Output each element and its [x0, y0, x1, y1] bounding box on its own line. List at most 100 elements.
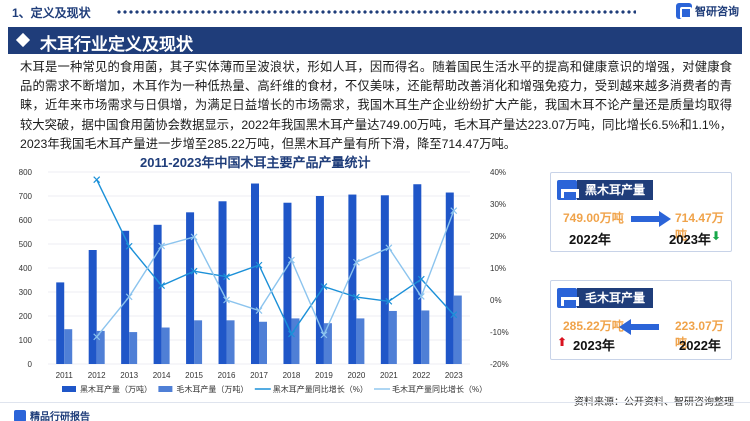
line-point-1: [158, 242, 166, 250]
bar-mao-2020: [356, 318, 365, 364]
card-black-fungus: 黑木耳产量 749.00万吨 2022年 714.47万吨 2023年 ⬇: [550, 172, 732, 252]
title-banner: 木耳行业定义及现状: [8, 27, 742, 54]
left-tick-label: 0: [28, 360, 33, 369]
right-tick-label: 20%: [490, 232, 506, 241]
bar-mao-2023: [453, 295, 462, 364]
chart-lines: [93, 176, 458, 341]
x-tick-label: 2013: [120, 371, 138, 380]
left-axis-ticks: 0 100 200 300 400 500 600 700 800: [19, 168, 33, 369]
legend-label: 毛木耳产量同比增长（%）: [392, 384, 487, 394]
x-tick-label: 2018: [283, 371, 301, 380]
line-point-0: [417, 275, 425, 283]
brand-logo[interactable]: 智研咨询: [676, 3, 739, 19]
line-point-1: [255, 307, 263, 314]
footer-left-text: 精品行研报告: [30, 412, 90, 421]
card-mao-right-year: 2022年: [679, 338, 721, 353]
line-point-1: [385, 244, 393, 252]
line-point-0: [255, 261, 263, 269]
line-point-0: [190, 267, 198, 275]
bar-mao-2011: [64, 329, 73, 364]
down-arrow-icon: ⬇: [711, 229, 722, 243]
x-tick-label: 2021: [380, 371, 398, 380]
footer-brand[interactable]: 精品行研报告: [14, 408, 90, 421]
line-point-1: [190, 233, 198, 241]
legend-swatch: [158, 386, 173, 392]
x-tick-label: 2012: [88, 371, 106, 380]
chart-legend: 黑木耳产量（万吨） 毛木耳产量（万吨） 黑木耳产量同比增长（%） 毛木耳产量同比增长（…: [62, 384, 487, 394]
bar-black-2016: [218, 201, 227, 364]
bar-black-2023: [445, 192, 454, 364]
bar-mao-2015: [194, 320, 203, 364]
card-mao-right-value: 223.07万吨: [675, 319, 724, 350]
line-point-1: [288, 256, 295, 264]
right-tick-label: 10%: [490, 264, 506, 273]
card-mao-label: 毛木耳产量: [577, 288, 654, 308]
bar-black-2017: [251, 183, 259, 364]
x-tick-label: 2017: [250, 371, 268, 380]
right-tick-label: 0%: [490, 296, 502, 305]
up-arrow-icon: ⬆: [557, 335, 568, 349]
x-tick-label: 2022: [412, 371, 430, 380]
bar-black-2019: [315, 196, 324, 364]
x-tick-label: 2016: [218, 371, 236, 380]
x-tick-label: 2019: [315, 371, 333, 380]
bar-black-2018: [283, 202, 292, 364]
line-point-1: [352, 258, 360, 266]
line-point-0: [450, 311, 458, 319]
dotted-divider: [116, 9, 636, 15]
card-black-from-year: 2022年: [569, 232, 611, 247]
x-tick-label: 2011: [56, 371, 74, 380]
top-bar: 1、定义及现状 智研咨询: [0, 0, 750, 24]
bar-mao-2016: [226, 320, 235, 364]
card-mao-fungus: 毛木耳产量 285.22万吨 ⬆ 2023年 223.07万吨 2022年: [550, 280, 732, 360]
line-series-0: [96, 179, 455, 336]
x-tick-label: 2020: [347, 371, 365, 380]
bar-black-2013: [121, 230, 130, 364]
chart-bars: [56, 183, 462, 364]
card-black-to-year: 2023年: [669, 232, 711, 247]
line-point-1: [93, 333, 101, 341]
x-tick-label: 2014: [153, 371, 171, 380]
line-point-1: [223, 296, 230, 304]
right-axis-ticks: -20% -10% 0% 10% 20% 30% 40%: [490, 168, 509, 369]
line-point-0: [352, 293, 360, 301]
bar-mao-2021: [388, 310, 397, 364]
line-point-0: [320, 283, 328, 290]
line-point-0: [223, 273, 230, 281]
report-icon: [14, 409, 26, 421]
bar-mao-2014: [161, 327, 170, 364]
bar-mao-2012: [96, 330, 105, 364]
line-point-0: [93, 176, 101, 184]
bar-black-2021: [380, 195, 389, 364]
card-black-from-value: 749.00万吨: [563, 211, 624, 225]
x-axis-ticks: 2011 2012 2013 2014 2015 2016 2017 2018 2019 2020…: [56, 371, 464, 380]
card-black-to-value: 714.47万吨: [675, 211, 724, 242]
left-tick-label: 100: [19, 336, 33, 345]
line-point-0: [385, 297, 393, 305]
bar-mao-2018: [291, 318, 300, 364]
x-tick-label: 2023: [445, 371, 463, 380]
right-tick-label: 40%: [490, 168, 506, 177]
legend-swatch: [62, 386, 76, 392]
card-black-label: 黑木耳产量: [577, 180, 654, 200]
bar-black-2011: [56, 282, 65, 364]
line-point-0: [125, 242, 133, 250]
brand-logo-text: 智研咨询: [695, 6, 739, 18]
bottom-bar: 精品行研报告: [0, 402, 750, 421]
line-point-1: [125, 293, 133, 301]
left-tick-label: 500: [19, 240, 33, 249]
card-black-head: 黑木耳产量: [557, 179, 654, 201]
line-series-1: [96, 210, 455, 338]
left-tick-label: 800: [19, 168, 33, 177]
left-tick-label: 300: [19, 288, 33, 297]
right-tick-label: -10%: [490, 328, 509, 337]
legend-label: 黑木耳产量（万吨）: [80, 384, 152, 394]
card-mao-left-value: 285.22万吨: [563, 319, 624, 333]
bar-mao-2013: [129, 332, 138, 364]
chart-icon: [557, 180, 579, 200]
bar-black-2012: [88, 250, 97, 364]
line-point-0: [158, 282, 166, 290]
left-tick-label: 400: [19, 264, 33, 273]
bar-black-2022: [413, 184, 422, 364]
line-point-1: [320, 331, 328, 339]
